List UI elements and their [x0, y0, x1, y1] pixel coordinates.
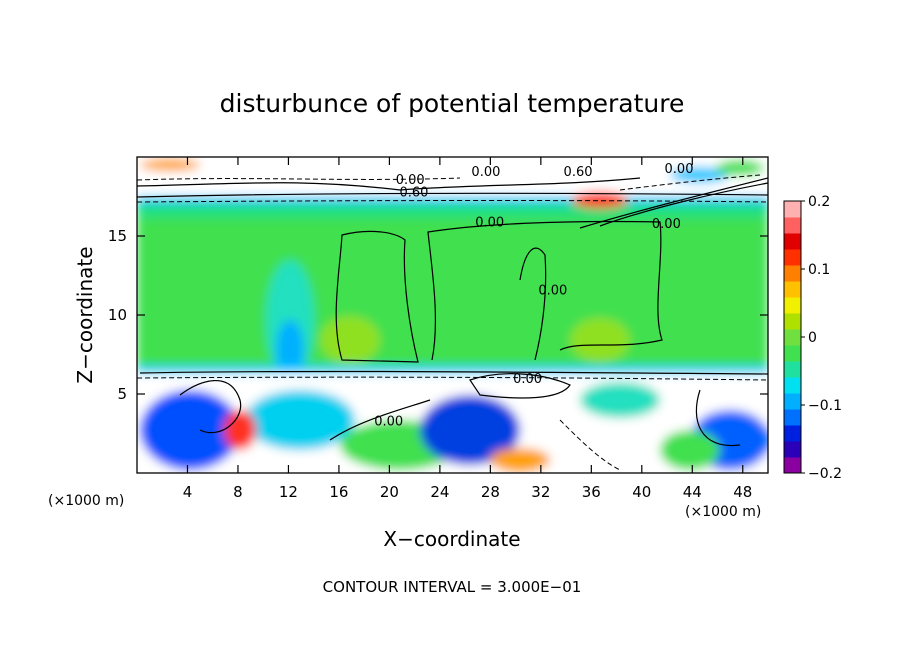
x-tick-label: 28	[481, 483, 500, 501]
x-tick-label: 40	[632, 483, 651, 501]
contour-line	[137, 200, 768, 203]
contour-label: 0.00	[396, 173, 425, 188]
contour-line	[137, 177, 461, 181]
x-tick-label: 16	[329, 483, 348, 501]
field-cyan-core	[276, 320, 304, 380]
x-unit-right: (×1000 m)	[685, 504, 761, 520]
colorbar-swatch	[784, 265, 801, 282]
contour-label: 0.00	[374, 415, 403, 430]
contour-label: 0.00	[475, 216, 504, 231]
contour-line	[329, 399, 431, 441]
contour-line	[137, 177, 641, 191]
field-cyan-top-right	[670, 167, 730, 183]
contour-line	[469, 373, 571, 399]
colorbar-swatch	[784, 217, 801, 234]
contour-label: 0.00	[665, 162, 694, 177]
field-cyan-left	[245, 390, 355, 450]
x-unit-left: (×1000 m)	[48, 493, 124, 509]
colorbar-swatch	[784, 297, 801, 314]
colorbar-swatch	[784, 249, 801, 266]
x-axis-label: X−coordinate	[383, 527, 520, 551]
contour-line	[519, 247, 547, 361]
contour-line	[335, 230, 419, 363]
field-cyan-right	[580, 382, 660, 418]
colorbar: 0.2 0.1 0 −0.1 −0.2	[783, 194, 842, 482]
colorbar-tick-label: 0.1	[808, 262, 830, 278]
field-band-cyan-bottom	[137, 366, 768, 374]
colorbar-tick-label: 0.2	[808, 194, 830, 210]
field-orange-top-left	[140, 159, 200, 171]
contour-line	[559, 419, 621, 471]
x-tick-label: 24	[430, 483, 449, 501]
contour-line	[695, 389, 741, 447]
negative-contours	[137, 174, 768, 471]
y-tick-label: 15	[108, 227, 127, 245]
colorbar-swatch	[784, 361, 801, 378]
x-tick-label: 48	[733, 483, 752, 501]
field-yellow-left	[320, 316, 380, 364]
contour-line	[619, 174, 761, 191]
field-green-top-right	[716, 160, 764, 176]
field-green-right	[660, 430, 720, 470]
field-orange-mid	[490, 448, 550, 472]
colorbar-tick-label: −0.2	[808, 466, 842, 482]
colorbar-swatch	[784, 457, 801, 474]
contour-line	[427, 220, 663, 361]
field-red-left	[224, 410, 256, 450]
x-tick-label: 20	[380, 483, 399, 501]
x-tick-label: 8	[233, 483, 243, 501]
colorbar-swatch	[784, 377, 801, 394]
contour-line	[179, 380, 242, 434]
contour-label: 0.00	[652, 217, 681, 232]
contour-label: 0.00	[538, 283, 567, 298]
field-blue-left	[140, 390, 240, 470]
colorbar-swatch	[784, 425, 801, 442]
contour-line	[139, 370, 768, 375]
field-band-green-upper	[137, 204, 768, 218]
colorbar-tick-label: 0	[808, 330, 817, 346]
x-tick-label: 32	[531, 483, 550, 501]
colorbar-swatch	[784, 441, 801, 458]
chart-title: disturbunce of potential temperature	[220, 89, 685, 118]
plot-area: 0.000.00 0.000.600.600.00 0.000.000.000.00	[137, 157, 768, 473]
x-axis: 4 8 12 16 20 24 28 32 36 40 44 48	[183, 157, 752, 501]
x-tick-label: 4	[183, 483, 193, 501]
field-band-cyan-top	[137, 196, 768, 204]
field-yellow-right	[570, 318, 630, 362]
contour-interval-note: CONTOUR INTERVAL = 3.000E−01	[323, 578, 582, 596]
contour-labels: 0.000.00 0.000.600.600.00 0.000.000.000.00	[374, 162, 694, 430]
colorbar-swatch	[784, 281, 801, 298]
colorbar-swatch	[784, 233, 801, 250]
colorbar-swatch	[784, 329, 801, 346]
contour-label: 0.00	[471, 165, 500, 180]
colorbar-swatch	[784, 345, 801, 362]
colorbar-swatch	[784, 201, 801, 218]
colorbar-swatch	[784, 393, 801, 410]
colorbar-tick-label: −0.1	[808, 398, 842, 414]
field-red-top	[572, 192, 628, 208]
x-tick-label: 12	[279, 483, 298, 501]
colorbar-swatch	[784, 313, 801, 330]
x-tick-label: 36	[582, 483, 601, 501]
contour-line	[579, 177, 768, 229]
y-axis-label: Z−coordinate	[73, 246, 97, 383]
x-tick-label: 44	[683, 483, 702, 501]
contour-line	[137, 376, 768, 381]
contour-line	[137, 192, 768, 198]
contour-label: 0.60	[564, 165, 593, 180]
contour-label: 0.60	[399, 186, 428, 201]
y-axis: 5 10 15	[108, 227, 768, 403]
contour-lines	[137, 177, 768, 447]
field-blue-mid	[420, 395, 520, 465]
y-tick-label: 10	[108, 306, 127, 324]
contour-label: 0.00	[513, 372, 542, 387]
y-tick-label: 5	[117, 385, 127, 403]
colorbar-swatch	[784, 409, 801, 426]
